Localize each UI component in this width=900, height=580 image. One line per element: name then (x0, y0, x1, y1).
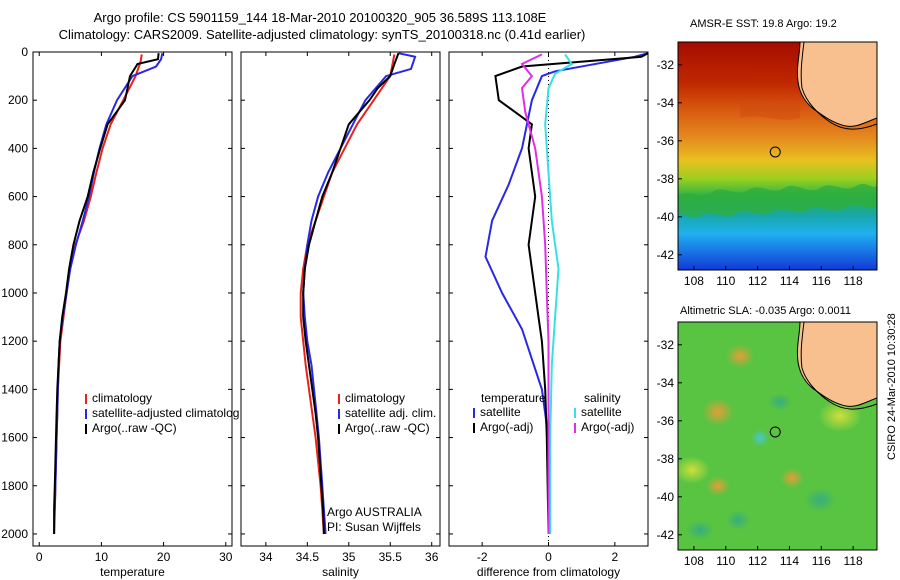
sst-eddy (740, 99, 800, 120)
sst-front-band (678, 184, 877, 218)
shelf-contour-sla (800, 322, 877, 410)
map-y-tick-label: -34 (657, 96, 675, 110)
y-tick-label: 2000 (1, 527, 28, 541)
x-tick-label: -2 (477, 550, 488, 564)
x-tick-label: 34 (259, 550, 273, 564)
map-x-tick-label: 108 (684, 554, 704, 568)
y-tick-label: 400 (8, 141, 28, 155)
map-y-tick-label: -40 (657, 490, 675, 504)
map-y-tick-label: -42 (657, 528, 675, 542)
series-line-argo-adj- (520, 53, 550, 534)
x-tick-label: 30 (219, 550, 233, 564)
series-line-satellite (484, 52, 649, 534)
legend-header-salinity: salinity (584, 391, 621, 405)
series-line-satellite (544, 53, 574, 534)
sst-map-title: AMSR-E SST: 19.8 Argo: 19.2 (690, 18, 837, 30)
difference-legend-item-label: satellite (480, 405, 521, 419)
map-x-tick-label: 114 (780, 554, 799, 568)
map-x-tick-label: 116 (812, 274, 831, 288)
sla-map (677, 321, 878, 551)
x-tick-label: 2 (611, 550, 618, 564)
map-x-tick-label: 116 (812, 554, 831, 568)
map-y-tick-label: -42 (657, 248, 675, 262)
temperature-legend-item-label: Argo(..raw -QC) (92, 421, 177, 435)
x-tick-label: 34.5 (296, 550, 320, 564)
map-y-tick-label: -36 (657, 134, 675, 148)
salinity-axes-frame (240, 51, 441, 547)
map-y-tick-label: -40 (657, 210, 675, 224)
x-tick-label: 0 (545, 550, 552, 564)
x-axis-label: temperature (100, 565, 165, 579)
argo-location-marker (769, 146, 781, 158)
salinity-legend-item-label: climatology (345, 391, 405, 405)
salinity-legend-item-label: satellite adj. clim. (345, 406, 436, 420)
x-tick-label: 35.5 (379, 550, 403, 564)
map-y-tick-label: -32 (657, 58, 675, 72)
salinity-legend-item-label: Argo(..raw -QC) (345, 421, 430, 435)
y-tick-label: 800 (8, 238, 28, 252)
y-tick-label: 600 (8, 190, 28, 204)
figure-title-line-1: Argo profile: CS 5901159_144 18-Mar-2010… (93, 10, 547, 25)
series-line-climatology (299, 54, 396, 535)
map-x-tick-label: 110 (716, 274, 735, 288)
legend-header-temperature: temperature (481, 391, 546, 405)
x-tick-label: 0 (36, 550, 43, 564)
salinity-annotation: PI: Susan Wijffels (327, 520, 421, 534)
sla-map-title: Altimetric SLA: -0.035 Argo: 0.0011 (680, 305, 851, 317)
x-tick-label: 36 (425, 550, 439, 564)
x-axis-label: difference from climatology (477, 565, 620, 579)
map-x-tick-label: 110 (716, 554, 735, 568)
map-x-tick-label: 112 (748, 554, 767, 568)
sst-map-frame (677, 41, 878, 271)
sst-map (677, 41, 878, 271)
y-tick-label: 1200 (1, 334, 28, 348)
figure-title-line-2: Climatology: CARS2009. Satellite-adjuste… (58, 27, 586, 42)
salinity-annotation: Argo AUSTRALIA (327, 505, 422, 519)
sla-map-frame (677, 321, 878, 551)
x-tick-label: 35 (342, 550, 356, 564)
map-x-tick-label: 118 (844, 274, 863, 288)
map-x-tick-label: 114 (780, 274, 799, 288)
y-tick-label: 1800 (1, 479, 28, 493)
shelf-contour (800, 42, 877, 130)
y-tick-label: 0 (21, 45, 28, 59)
map-y-tick-label: -38 (657, 172, 675, 186)
y-tick-label: 1000 (1, 286, 28, 300)
difference-legend-item-label: satellite (581, 405, 622, 419)
credit-stamp: CSIRO 24-Mar-2010 10:30:28 (886, 313, 898, 460)
argo-location-marker-sla (769, 426, 781, 438)
y-tick-label: 1400 (1, 382, 28, 396)
map-x-tick-label: 118 (844, 554, 863, 568)
series-line-argo-raw-qc- (302, 52, 400, 535)
series-line-argo-raw-qc- (53, 53, 160, 534)
temperature-legend-item-label: satellite-adjusted climatolog (92, 406, 239, 420)
temperature-axes-frame (32, 51, 233, 547)
difference-legend-item-label: Argo(-adj) (581, 420, 634, 434)
y-tick-label: 200 (8, 93, 28, 107)
map-y-tick-label: -38 (657, 452, 675, 466)
map-y-tick-label: -32 (657, 338, 675, 352)
temperature-legend-item-label: climatology (92, 391, 152, 405)
y-tick-label: 1600 (1, 431, 28, 445)
x-tick-label: 20 (157, 550, 171, 564)
difference-legend-item-label: Argo(-adj) (480, 420, 533, 434)
chart-marks: 0 10 20 30020040060080010001200140016001800… (1, 45, 863, 579)
map-x-tick-label: 108 (684, 274, 704, 288)
map-y-tick-label: -34 (657, 376, 675, 390)
map-y-tick-label: -36 (657, 414, 675, 428)
series-line-argo-adj- (494, 52, 649, 535)
x-tick-label: 10 (95, 550, 109, 564)
map-x-tick-label: 112 (748, 274, 767, 288)
x-axis-label: salinity (322, 565, 359, 579)
